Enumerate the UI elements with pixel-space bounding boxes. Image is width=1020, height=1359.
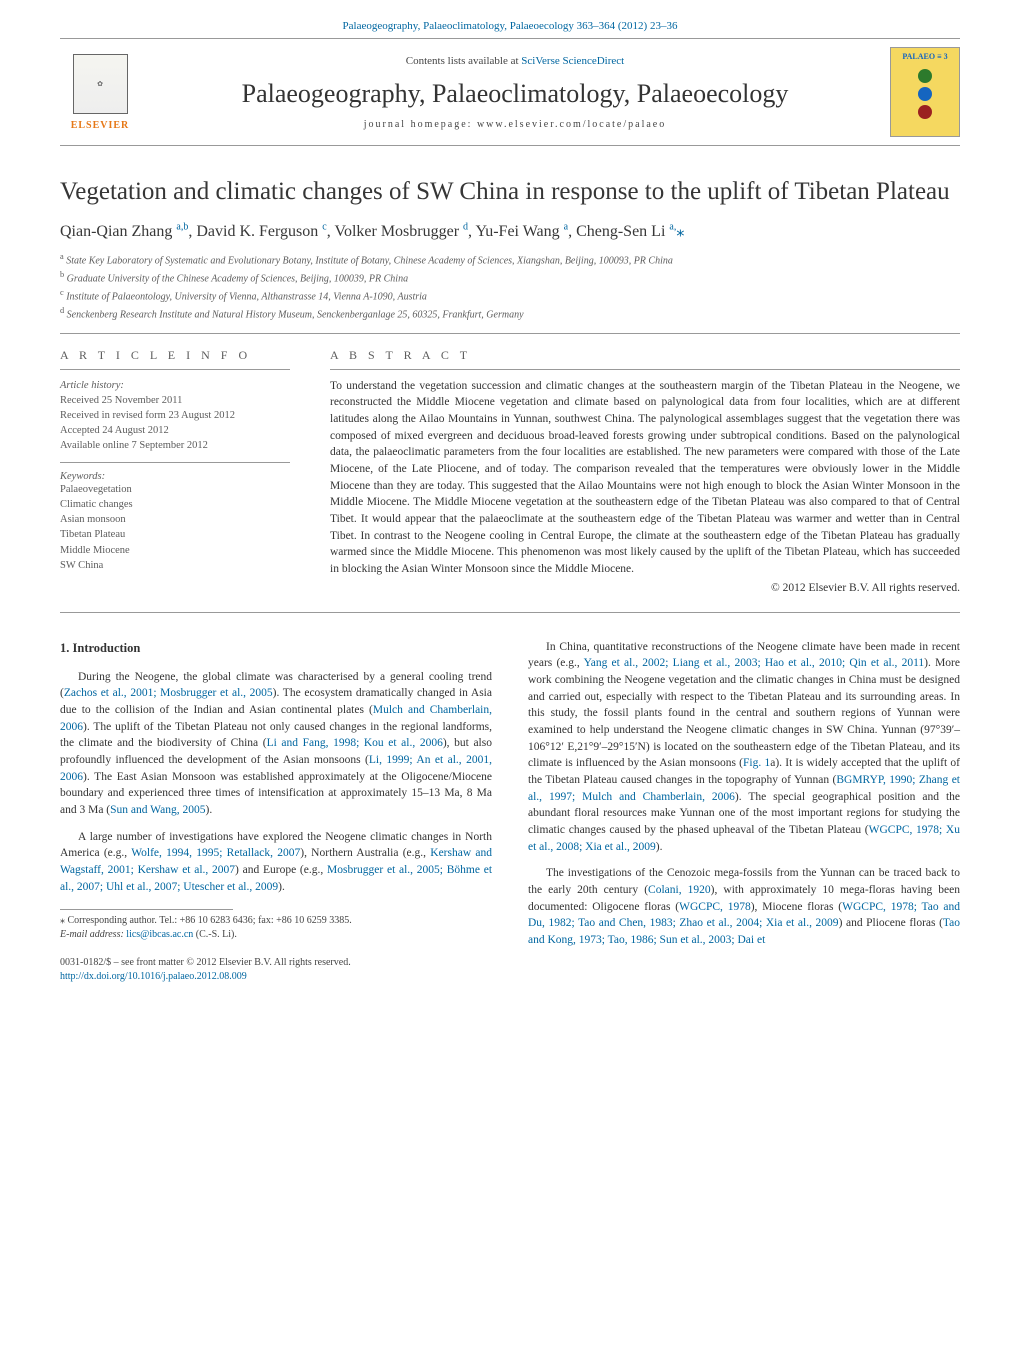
elsevier-tree-icon: ✿ [73,54,128,114]
intro-heading: 1. Introduction [60,639,492,657]
body-paragraph: In China, quantitative reconstructions o… [528,639,960,856]
author-list: Qian-Qian Zhang a,b, David K. Ferguson c… [60,221,960,241]
history-label: Article history: [60,378,290,393]
affiliations: a State Key Laboratory of Systematic and… [60,251,960,333]
scidirect-link[interactable]: SciVerse ScienceDirect [521,55,624,67]
contents-text: Contents lists available at [406,55,521,67]
corr-author-line: ⁎ Corresponding author. Tel.: +86 10 628… [60,914,492,928]
history-block: Received 25 November 2011Received in rev… [60,393,290,454]
email-paren: (C.-S. Li). [193,929,237,940]
cover-dot-icon [918,69,932,83]
keywords-block: PalaeovegetationClimatic changesAsian mo… [60,482,290,573]
doi-block: 0031-0182/$ – see front matter © 2012 El… [60,956,492,984]
journal-title: Palaeogeography, Palaeoclimatology, Pala… [160,79,870,109]
abstract-head: A B S T R A C T [330,348,960,370]
body-paragraph: A large number of investigations have ex… [60,829,492,896]
doi-link[interactable]: http://dx.doi.org/10.1016/j.palaeo.2012.… [60,971,247,982]
article-title: Vegetation and climatic changes of SW Ch… [60,176,960,207]
abstract-copyright: © 2012 Elsevier B.V. All rights reserved… [330,582,960,594]
elsevier-logo: ✿ ELSEVIER [60,47,140,137]
running-header: Palaeogeography, Palaeoclimatology, Pala… [60,20,960,38]
cover-label: PALAEO ≡ 3 [902,52,947,61]
right-column: In China, quantitative reconstructions o… [528,639,960,985]
journal-header-box: ✿ ELSEVIER Contents lists available at S… [60,38,960,146]
cover-dot-icon [918,105,932,119]
body-paragraph: The investigations of the Cenozoic mega-… [528,865,960,948]
issn-line: 0031-0182/$ – see front matter © 2012 El… [60,956,492,970]
abstract-text: To understand the vegetation succession … [330,378,960,578]
email-link[interactable]: lics@ibcas.ac.cn [126,929,193,940]
keywords-label: Keywords: [60,471,290,482]
corresponding-footnote: ⁎ Corresponding author. Tel.: +86 10 628… [60,910,492,942]
email-label: E-mail address: [60,929,126,940]
left-column: 1. Introduction During the Neogene, the … [60,639,492,985]
contents-line: Contents lists available at SciVerse Sci… [160,55,870,67]
journal-homepage: journal homepage: www.elsevier.com/locat… [160,119,870,130]
article-info-head: A R T I C L E I N F O [60,348,290,370]
journal-cover-thumb: PALAEO ≡ 3 [890,47,960,137]
cover-dot-icon [918,87,932,101]
body-paragraph: During the Neogene, the global climate w… [60,669,492,819]
elsevier-label: ELSEVIER [71,120,130,131]
